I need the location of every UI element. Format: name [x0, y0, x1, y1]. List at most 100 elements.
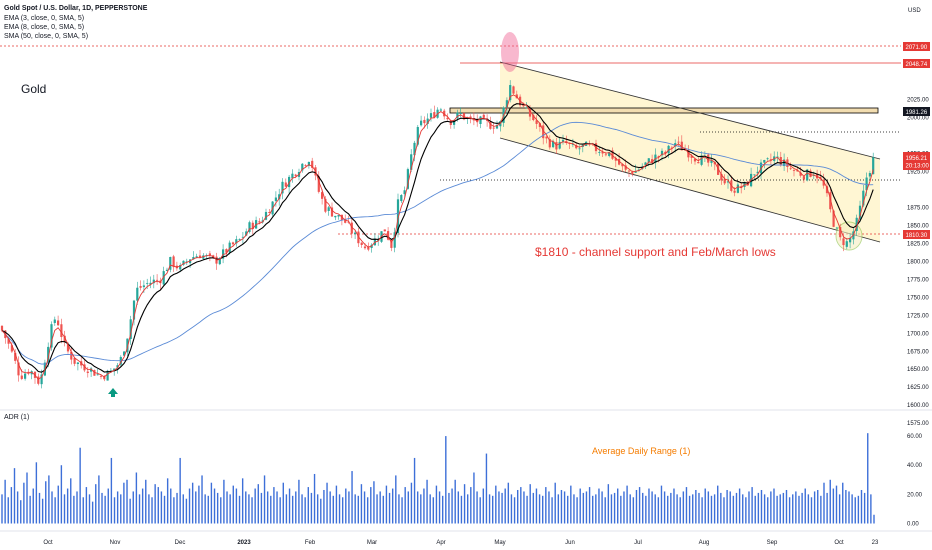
adr-bar-75	[235, 488, 238, 524]
candle-body-15	[50, 324, 53, 348]
candle-body-11	[37, 376, 40, 384]
adr-bar-3	[10, 487, 13, 524]
adr-bar-91	[285, 494, 288, 524]
adr-bar-61	[191, 482, 194, 524]
adr-bar-11	[35, 462, 38, 524]
price-tick-15: 1600.00	[907, 403, 929, 409]
adr-bar-277	[867, 433, 869, 524]
price-tick-5: 1850.00	[907, 223, 929, 229]
adr-bar-279	[873, 514, 875, 524]
adr-bar-105	[329, 491, 331, 524]
candle-body-111	[367, 246, 370, 250]
candle-body-117	[387, 231, 390, 240]
adr-bar-94	[295, 491, 297, 524]
candle-body-5	[17, 362, 20, 376]
adr-bar-34	[107, 488, 109, 524]
adr-bar-23	[73, 495, 75, 524]
candle-body-222	[733, 190, 736, 193]
candle-body-263	[868, 173, 871, 177]
adr-bar-48	[151, 497, 153, 524]
adr-bar-92	[288, 488, 291, 524]
adr-bar-97	[304, 497, 306, 524]
adr-bar-31	[98, 475, 100, 524]
adr-bar-18	[57, 485, 59, 524]
adr-bar-144	[451, 488, 453, 524]
candle-body-214	[707, 154, 710, 163]
candle-body-121	[400, 195, 403, 202]
adr-bar-199	[623, 491, 625, 524]
candle-body-32	[106, 370, 109, 381]
candle-body-138	[456, 112, 459, 119]
adr-bar-232	[726, 489, 728, 524]
candle-body-46	[152, 279, 155, 284]
adr-bar-257	[804, 488, 806, 524]
adr-tick-2: 20.00	[907, 492, 923, 498]
candle-body-137	[453, 119, 456, 125]
adr-bar-228	[713, 494, 716, 524]
adr-bar-259	[810, 497, 813, 524]
adr-bar-167	[523, 491, 525, 524]
price-tick-4: 1875.00	[907, 205, 929, 211]
adr-bar-244	[763, 494, 766, 524]
adr-bar-73	[229, 494, 231, 524]
adr-bar-98	[307, 487, 309, 524]
candle-body-109	[360, 242, 363, 245]
candle-body-174	[575, 145, 578, 149]
candle-body-139	[459, 113, 462, 114]
candle-body-37	[123, 351, 126, 356]
candle-body-102	[337, 214, 340, 217]
tag-2071: 2071.90	[906, 45, 928, 51]
adr-bar-210	[657, 497, 660, 524]
adr-bar-196	[613, 492, 616, 524]
candle-body-218	[720, 173, 723, 181]
candle-body-249	[822, 180, 825, 186]
candle-body-81	[268, 212, 271, 213]
adr-bar-164	[513, 497, 516, 524]
adr-bar-69	[216, 492, 219, 524]
adr-bar-153	[479, 497, 481, 524]
adr-bar-234	[732, 495, 735, 524]
candle-body-188	[621, 164, 624, 167]
adr-bar-191	[598, 488, 600, 524]
adr-bar-77	[241, 478, 244, 524]
candle-body-89	[294, 174, 297, 177]
candle-body-14	[47, 346, 50, 363]
ema3-line	[1, 94, 874, 381]
adr-bar-27	[85, 487, 88, 524]
adr-bar-13	[41, 498, 44, 524]
adr-bar-121	[379, 491, 381, 524]
adr-bar-10	[32, 488, 34, 524]
candle-body-98	[324, 198, 327, 212]
channel-lower	[499, 137, 881, 243]
candle-body-219	[723, 179, 726, 184]
adr-bar-248	[776, 495, 778, 524]
candle-body-105	[347, 221, 350, 223]
candle-body-28	[93, 370, 96, 376]
candle-body-104	[344, 219, 347, 223]
tag-2048-bg	[903, 59, 930, 68]
up-arrow-icon	[108, 388, 118, 397]
adr-bar-9	[29, 495, 31, 524]
adr-bar-264	[826, 492, 828, 524]
adr-bar-204	[638, 487, 641, 524]
price-tick-0: 2025.00	[907, 98, 929, 104]
candle-body-99	[327, 207, 330, 211]
candle-body-91	[301, 163, 304, 171]
candle-body-163	[538, 123, 541, 127]
adr-bar-37	[116, 491, 119, 524]
adr-bar-147	[460, 495, 463, 524]
adr-bar-57	[179, 457, 181, 524]
time-tick-9: Jul	[634, 540, 642, 546]
candle-body-107	[354, 232, 357, 234]
tag-current-price: 1956.21	[906, 156, 928, 162]
adr-bar-143	[448, 492, 450, 524]
candle-body-60	[198, 255, 202, 258]
adr-bar-76	[238, 495, 241, 524]
candle-body-68	[225, 249, 228, 253]
adr-bar-183	[573, 494, 575, 524]
adr-bar-149	[466, 494, 469, 524]
adr-bar-115	[360, 484, 363, 524]
adr-bar-44	[138, 494, 141, 524]
adr-bar-215	[673, 488, 675, 524]
adr-bar-151	[473, 472, 475, 524]
